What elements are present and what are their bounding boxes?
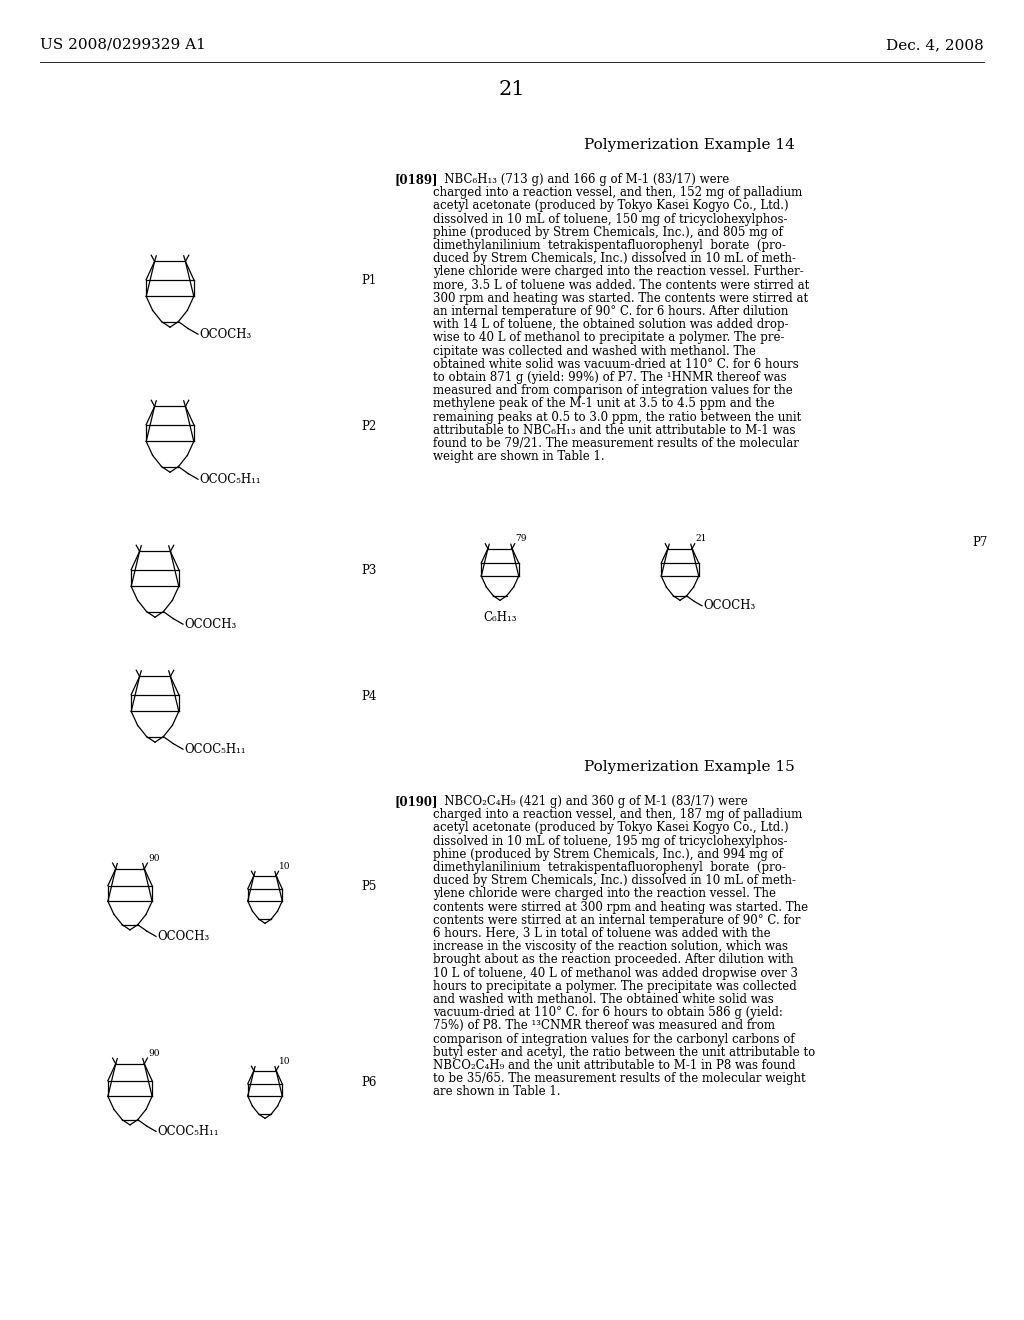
Text: 90: 90 xyxy=(147,854,160,862)
Text: 6 hours. Here, 3 L in total of toluene was added with the: 6 hours. Here, 3 L in total of toluene w… xyxy=(433,927,771,940)
Text: ylene chloride were charged into the reaction vessel. Further-: ylene chloride were charged into the rea… xyxy=(433,265,804,279)
Text: contents were stirred at an internal temperature of 90° C. for: contents were stirred at an internal tem… xyxy=(433,913,801,927)
Text: found to be 79/21. The measurement results of the molecular: found to be 79/21. The measurement resul… xyxy=(433,437,799,450)
Text: P3: P3 xyxy=(361,565,377,578)
Text: P4: P4 xyxy=(361,689,377,702)
Text: P7: P7 xyxy=(972,536,987,549)
Text: [0189]: [0189] xyxy=(395,173,438,186)
Text: Polymerization Example 15: Polymerization Example 15 xyxy=(584,760,795,774)
Text: remaining peaks at 0.5 to 3.0 ppm, the ratio between the unit: remaining peaks at 0.5 to 3.0 ppm, the r… xyxy=(433,411,801,424)
Text: OCOC₅H₁₁: OCOC₅H₁₁ xyxy=(200,473,261,486)
Text: more, 3.5 L of toluene was added. The contents were stirred at: more, 3.5 L of toluene was added. The co… xyxy=(433,279,809,292)
Text: dimethylanilinium  tetrakispentafluorophenyl  borate  (pro-: dimethylanilinium tetrakispentafluorophe… xyxy=(433,239,785,252)
Text: brought about as the reaction proceeded. After dilution with: brought about as the reaction proceeded.… xyxy=(433,953,794,966)
Text: dimethylanilinium  tetrakispentafluorophenyl  borate  (pro-: dimethylanilinium tetrakispentafluorophe… xyxy=(433,861,785,874)
Text: butyl ester and acetyl, the ratio between the unit attributable to: butyl ester and acetyl, the ratio betwee… xyxy=(433,1045,815,1059)
Text: 21: 21 xyxy=(695,535,707,544)
Text: P1: P1 xyxy=(361,275,377,288)
Text: P5: P5 xyxy=(361,880,377,894)
Text: NBCO₂C₄H₉ (421 g) and 360 g of M-1 (83/17) were: NBCO₂C₄H₉ (421 g) and 360 g of M-1 (83/1… xyxy=(433,795,748,808)
Text: OCOC₅H₁₁: OCOC₅H₁₁ xyxy=(158,1125,219,1138)
Text: wise to 40 L of methanol to precipitate a polymer. The pre-: wise to 40 L of methanol to precipitate … xyxy=(433,331,784,345)
Text: acetyl acetonate (produced by Tokyo Kasei Kogyo Co., Ltd.): acetyl acetonate (produced by Tokyo Kase… xyxy=(433,821,788,834)
Text: charged into a reaction vessel, and then, 187 mg of palladium: charged into a reaction vessel, and then… xyxy=(433,808,802,821)
Text: hours to precipitate a polymer. The precipitate was collected: hours to precipitate a polymer. The prec… xyxy=(433,979,797,993)
Text: are shown in Table 1.: are shown in Table 1. xyxy=(433,1085,560,1098)
Text: duced by Strem Chemicals, Inc.) dissolved in 10 mL of meth-: duced by Strem Chemicals, Inc.) dissolve… xyxy=(433,874,796,887)
Text: an internal temperature of 90° C. for 6 hours. After dilution: an internal temperature of 90° C. for 6 … xyxy=(433,305,788,318)
Text: 10: 10 xyxy=(279,862,291,871)
Text: 300 rpm and heating was started. The contents were stirred at: 300 rpm and heating was started. The con… xyxy=(433,292,808,305)
Text: OCOCH₃: OCOCH₃ xyxy=(703,599,756,612)
Text: and washed with methanol. The obtained white solid was: and washed with methanol. The obtained w… xyxy=(433,993,774,1006)
Text: NBCO₂C₄H₉ and the unit attributable to M-1 in P8 was found: NBCO₂C₄H₉ and the unit attributable to M… xyxy=(433,1059,796,1072)
Text: obtained white solid was vacuum-dried at 110° C. for 6 hours: obtained white solid was vacuum-dried at… xyxy=(433,358,799,371)
Text: phine (produced by Strem Chemicals, Inc.), and 805 mg of: phine (produced by Strem Chemicals, Inc.… xyxy=(433,226,783,239)
Text: ylene chloride were charged into the reaction vessel. The: ylene chloride were charged into the rea… xyxy=(433,887,776,900)
Text: 75%) of P8. The ¹³CNMR thereof was measured and from: 75%) of P8. The ¹³CNMR thereof was measu… xyxy=(433,1019,775,1032)
Text: OCOCH₃: OCOCH₃ xyxy=(158,929,210,942)
Text: P2: P2 xyxy=(361,420,377,433)
Text: with 14 L of toluene, the obtained solution was added drop-: with 14 L of toluene, the obtained solut… xyxy=(433,318,788,331)
Text: vacuum-dried at 110° C. for 6 hours to obtain 586 g (yield:: vacuum-dried at 110° C. for 6 hours to o… xyxy=(433,1006,783,1019)
Text: acetyl acetonate (produced by Tokyo Kasei Kogyo Co., Ltd.): acetyl acetonate (produced by Tokyo Kase… xyxy=(433,199,788,213)
Text: cipitate was collected and washed with methanol. The: cipitate was collected and washed with m… xyxy=(433,345,756,358)
Text: dissolved in 10 mL of toluene, 150 mg of tricyclohexylphos-: dissolved in 10 mL of toluene, 150 mg of… xyxy=(433,213,787,226)
Text: measured and from comparison of integration values for the: measured and from comparison of integrat… xyxy=(433,384,793,397)
Text: US 2008/0299329 A1: US 2008/0299329 A1 xyxy=(40,38,206,51)
Text: duced by Strem Chemicals, Inc.) dissolved in 10 mL of meth-: duced by Strem Chemicals, Inc.) dissolve… xyxy=(433,252,796,265)
Text: phine (produced by Strem Chemicals, Inc.), and 994 mg of: phine (produced by Strem Chemicals, Inc.… xyxy=(433,847,783,861)
Text: methylene peak of the M-1 unit at 3.5 to 4.5 ppm and the: methylene peak of the M-1 unit at 3.5 to… xyxy=(433,397,774,411)
Text: comparison of integration values for the carbonyl carbons of: comparison of integration values for the… xyxy=(433,1032,795,1045)
Text: to obtain 871 g (yield: 99%) of P7. The ¹HNMR thereof was: to obtain 871 g (yield: 99%) of P7. The … xyxy=(433,371,786,384)
Text: C₆H₁₃: C₆H₁₃ xyxy=(483,611,517,624)
Text: 79: 79 xyxy=(515,535,526,544)
Text: increase in the viscosity of the reaction solution, which was: increase in the viscosity of the reactio… xyxy=(433,940,788,953)
Text: OCOCH₃: OCOCH₃ xyxy=(200,327,252,341)
Text: Polymerization Example 14: Polymerization Example 14 xyxy=(584,139,795,152)
Text: 10: 10 xyxy=(279,1057,291,1065)
Text: NBC₆H₁₃ (713 g) and 166 g of M-1 (83/17) were: NBC₆H₁₃ (713 g) and 166 g of M-1 (83/17)… xyxy=(433,173,729,186)
Text: attributable to NBC₆H₁₃ and the unit attributable to M-1 was: attributable to NBC₆H₁₃ and the unit att… xyxy=(433,424,796,437)
Text: contents were stirred at 300 rpm and heating was started. The: contents were stirred at 300 rpm and hea… xyxy=(433,900,808,913)
Text: OCOC₅H₁₁: OCOC₅H₁₁ xyxy=(184,743,246,755)
Text: P6: P6 xyxy=(361,1076,377,1089)
Text: OCOCH₃: OCOCH₃ xyxy=(184,618,237,631)
Text: to be 35/65. The measurement results of the molecular weight: to be 35/65. The measurement results of … xyxy=(433,1072,806,1085)
Text: 90: 90 xyxy=(147,1048,160,1057)
Text: 21: 21 xyxy=(499,81,525,99)
Text: weight are shown in Table 1.: weight are shown in Table 1. xyxy=(433,450,604,463)
Text: charged into a reaction vessel, and then, 152 mg of palladium: charged into a reaction vessel, and then… xyxy=(433,186,802,199)
Text: Dec. 4, 2008: Dec. 4, 2008 xyxy=(886,38,984,51)
Text: dissolved in 10 mL of toluene, 195 mg of tricyclohexylphos-: dissolved in 10 mL of toluene, 195 mg of… xyxy=(433,834,787,847)
Text: [0190]: [0190] xyxy=(395,795,438,808)
Text: 10 L of toluene, 40 L of methanol was added dropwise over 3: 10 L of toluene, 40 L of methanol was ad… xyxy=(433,966,798,979)
